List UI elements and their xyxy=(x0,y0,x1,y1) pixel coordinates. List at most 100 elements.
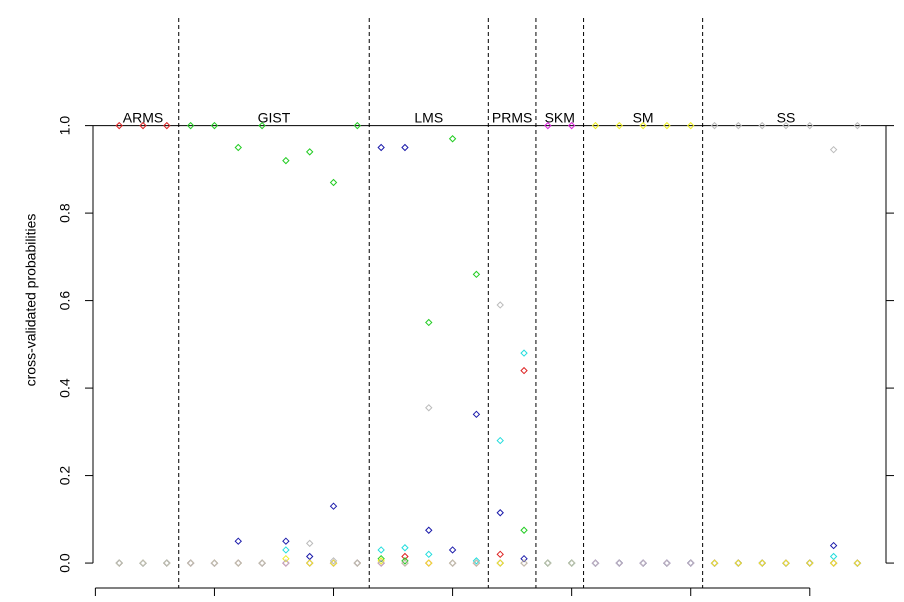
point xyxy=(758,559,766,567)
point xyxy=(544,121,552,130)
point xyxy=(305,559,314,567)
point xyxy=(258,559,266,567)
point xyxy=(139,559,147,567)
point xyxy=(734,121,743,130)
point xyxy=(734,559,743,567)
point xyxy=(234,559,242,567)
point xyxy=(829,559,838,567)
point xyxy=(615,121,623,130)
point xyxy=(544,559,552,567)
point xyxy=(425,318,433,327)
point xyxy=(639,559,647,567)
class-label: SS xyxy=(777,109,796,125)
point xyxy=(615,559,623,567)
point xyxy=(139,559,147,567)
point xyxy=(853,559,862,567)
point xyxy=(186,559,195,567)
point xyxy=(758,559,766,567)
point xyxy=(567,559,576,567)
point xyxy=(853,559,862,567)
point xyxy=(520,559,528,567)
point xyxy=(115,559,123,567)
class-label: LMS xyxy=(414,109,443,125)
class-label: SM xyxy=(633,109,654,125)
point xyxy=(353,559,362,567)
point xyxy=(163,559,171,567)
point xyxy=(687,559,695,567)
point xyxy=(663,559,671,567)
point xyxy=(377,554,385,563)
point xyxy=(544,559,552,567)
point xyxy=(758,559,766,567)
point xyxy=(591,559,600,567)
point xyxy=(305,552,314,561)
point xyxy=(615,559,623,567)
point xyxy=(496,301,504,309)
point xyxy=(401,559,409,567)
point xyxy=(210,559,219,567)
point xyxy=(758,559,766,567)
point xyxy=(353,559,362,567)
point xyxy=(829,559,838,567)
point xyxy=(329,559,338,567)
point xyxy=(829,541,838,550)
point xyxy=(401,143,409,152)
point xyxy=(258,559,266,567)
y-tick-label: 0.4 xyxy=(57,378,73,398)
point xyxy=(186,559,195,567)
y-tick-label: 0.8 xyxy=(57,203,73,223)
point xyxy=(710,559,719,567)
point xyxy=(115,121,123,130)
point xyxy=(329,502,338,510)
point xyxy=(163,559,171,567)
point xyxy=(663,559,671,567)
point xyxy=(615,559,623,567)
point xyxy=(401,544,409,552)
point xyxy=(806,559,814,567)
point xyxy=(186,559,195,567)
point xyxy=(639,559,647,567)
point xyxy=(853,559,862,567)
point xyxy=(305,559,314,567)
point xyxy=(591,559,600,567)
point xyxy=(520,366,528,375)
point xyxy=(782,559,790,567)
point xyxy=(496,559,504,567)
point xyxy=(234,559,242,567)
point xyxy=(520,559,528,567)
point xyxy=(853,559,862,567)
point xyxy=(758,121,766,130)
point xyxy=(782,559,790,567)
point xyxy=(710,121,719,130)
point xyxy=(567,559,576,567)
point xyxy=(425,559,433,567)
point xyxy=(329,178,338,187)
point xyxy=(544,559,552,567)
point xyxy=(687,559,695,567)
point xyxy=(687,559,695,567)
point xyxy=(782,559,790,567)
point xyxy=(329,557,338,565)
point xyxy=(163,559,171,567)
point xyxy=(639,559,647,567)
point xyxy=(210,121,219,130)
point xyxy=(520,349,528,357)
point xyxy=(544,559,552,567)
point xyxy=(806,121,814,130)
point xyxy=(186,559,195,567)
point xyxy=(806,559,814,567)
point xyxy=(472,559,481,567)
point xyxy=(520,526,528,534)
point xyxy=(401,559,409,567)
point xyxy=(639,121,647,130)
point xyxy=(448,559,457,567)
point xyxy=(425,526,433,534)
point xyxy=(115,559,123,567)
point xyxy=(401,559,409,567)
point xyxy=(710,559,719,567)
point xyxy=(663,559,671,567)
point xyxy=(210,559,219,567)
point xyxy=(734,559,743,567)
point xyxy=(377,559,385,567)
point xyxy=(806,559,814,567)
